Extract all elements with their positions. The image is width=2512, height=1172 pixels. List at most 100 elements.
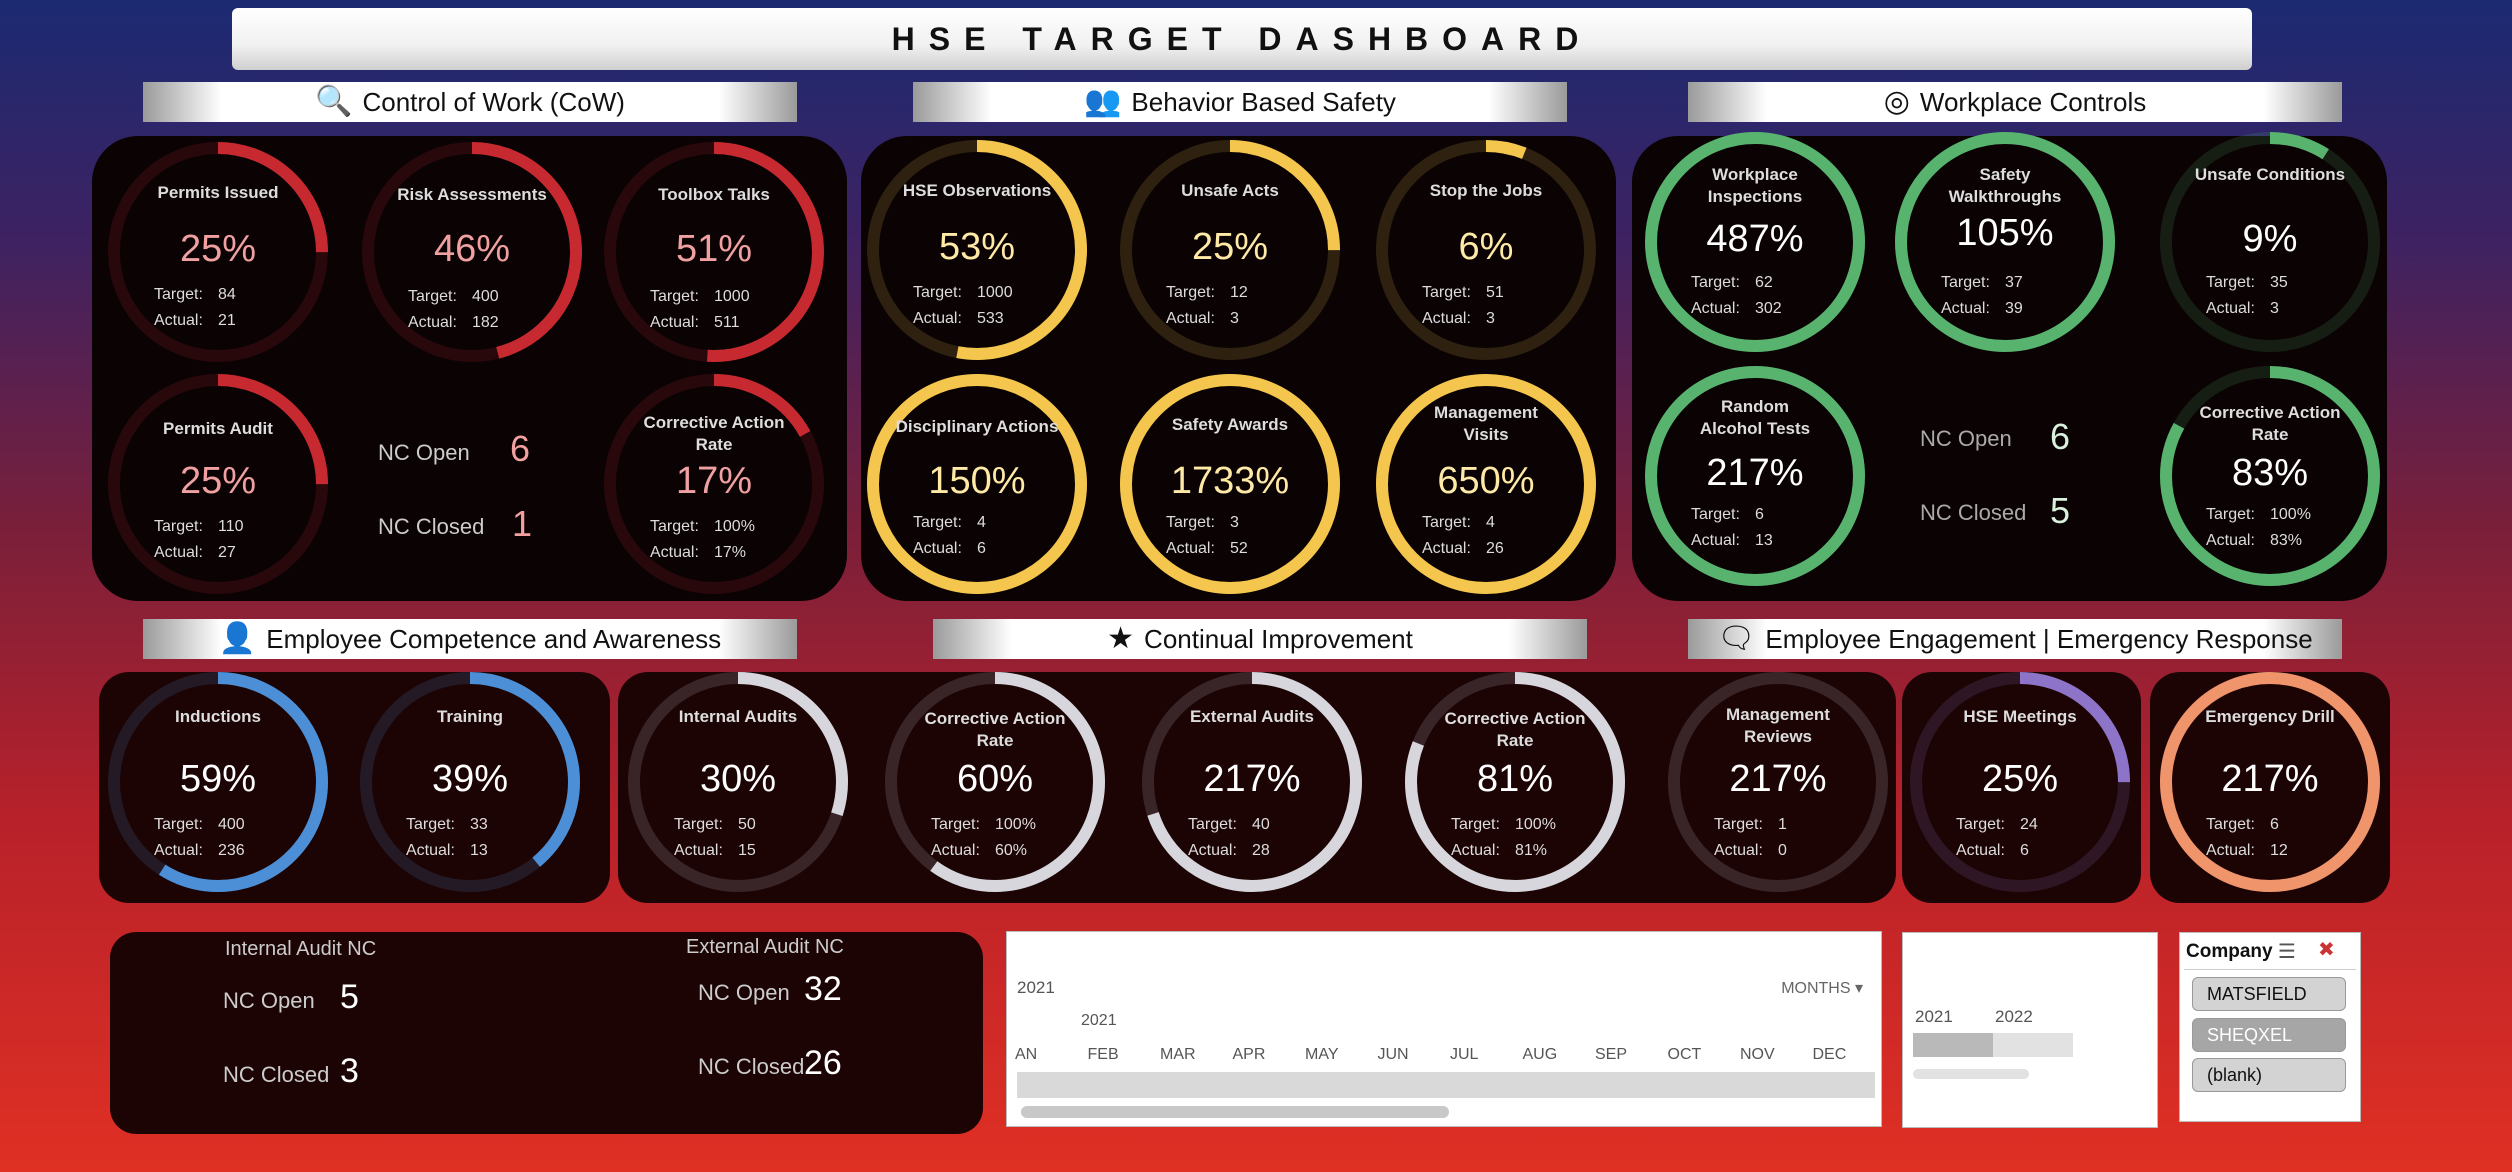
multi-select-icon[interactable]: ☰ xyxy=(2278,941,2296,963)
gauge-percent: 150% xyxy=(928,460,1026,502)
timeline-month-label[interactable]: MAR xyxy=(1160,1046,1196,1063)
year-scrollbar[interactable] xyxy=(1913,1069,2029,1079)
gauge-percent: 25% xyxy=(1981,758,2059,800)
target-label: Target: xyxy=(931,816,980,833)
target-label: Target: xyxy=(1422,514,1471,531)
external-nc-open-label: NC Open xyxy=(698,980,790,1005)
target-label: Target: xyxy=(1956,816,2005,833)
gauge-label: Safety Awards xyxy=(1171,415,1289,434)
actual-value: 28 xyxy=(1252,842,1270,859)
gauge-ci-corrective-action-rate-1: Corrective Action Rate 60% Target: 100% Ac… xyxy=(875,662,1115,902)
gauge-label: Toolbox Talks xyxy=(658,185,770,204)
company-item-matsfield[interactable]: MATSFIELD xyxy=(2192,977,2346,1011)
timeline-month-label[interactable]: NOV xyxy=(1740,1046,1775,1063)
gauge-label-line1: Corrective Action xyxy=(643,413,785,432)
target-label: Target: xyxy=(408,288,457,305)
timeline-month-label[interactable]: APR xyxy=(1232,1046,1266,1063)
gauge-actual-row: Actual: 3 xyxy=(1422,310,1495,328)
timeline-scrollbar[interactable] xyxy=(1021,1106,1449,1118)
timeline-month-label[interactable]: SEP xyxy=(1595,1046,1628,1063)
gauge-target-row: Target: 3 xyxy=(1166,514,1239,532)
actual-label: Actual: xyxy=(154,842,203,859)
gauge-workplace-inspections: Workplace Inspections 487% Target: 62 Actu… xyxy=(1635,122,1875,362)
target-label: Target: xyxy=(1941,274,1990,291)
timeline-period-dropdown[interactable]: MONTHS ▾ xyxy=(1781,978,1863,998)
gauge-label-line1: Workplace xyxy=(1712,165,1798,184)
timeline-month-label[interactable]: AUG xyxy=(1522,1046,1558,1063)
timeline-month-label[interactable]: FEB xyxy=(1087,1046,1119,1063)
target-label: Target: xyxy=(1691,506,1740,523)
actual-value: 27 xyxy=(218,544,236,561)
gauge-target-row: Target: 1000 xyxy=(650,288,750,306)
gauge-percent: 1733% xyxy=(1170,460,1290,502)
internal-nc-open-value: 5 xyxy=(340,978,359,1016)
section-title-control-of-work: 🔍 Control of Work (CoW) xyxy=(143,82,797,122)
gauge-arc xyxy=(108,672,328,892)
gauge-percent: 81% xyxy=(1476,758,1554,800)
year-slicer[interactable]: 2021 2022 xyxy=(1902,932,2158,1128)
gauge-percent: 46% xyxy=(433,228,511,270)
actual-value: 3 xyxy=(2270,300,2279,317)
gauge-arc xyxy=(362,142,582,362)
gauge-percent: 217% xyxy=(1729,758,1827,800)
clear-filter-icon[interactable]: ✖ xyxy=(2318,939,2335,961)
gauge-actual-row: Actual: 26 xyxy=(1422,540,1504,558)
target-value: 3 xyxy=(1230,514,1239,531)
target-value: 4 xyxy=(977,514,986,531)
company-item-sheqxel[interactable]: SHEQXEL xyxy=(2192,1018,2346,1052)
timeline-bar[interactable] xyxy=(1017,1072,1875,1098)
gauge-percent: 39% xyxy=(431,758,509,800)
target-label: Target: xyxy=(1188,816,1237,833)
gauge-target-row: Target: 24 xyxy=(1956,816,2038,834)
company-item-blank[interactable]: (blank) xyxy=(2192,1058,2346,1092)
timeline-month-label[interactable]: OCT xyxy=(1667,1046,1702,1063)
timeline-month-label[interactable]: JUL xyxy=(1450,1046,1479,1063)
actual-value: 3 xyxy=(1486,310,1495,327)
gauge-label: Permits Audit xyxy=(163,419,273,438)
gauge-percent: 83% xyxy=(2231,452,2309,494)
gauge-cow-corrective-action-rate: Corrective Action Rate 17% Target: 100% Ac… xyxy=(594,364,834,604)
actual-value: 52 xyxy=(1230,540,1248,557)
target-label: Target: xyxy=(1166,514,1215,531)
target-label: Target: xyxy=(913,514,962,531)
gauge-unsafe-acts: Unsafe Acts 25% Target: 12 Actual: 3 xyxy=(1110,130,1350,370)
gauge-percent: 25% xyxy=(179,460,257,502)
gauge-label: Internal Audits xyxy=(678,707,798,726)
gauge-label-line1: Corrective Action xyxy=(924,709,1066,728)
section-label: Control of Work (CoW) xyxy=(362,86,625,117)
gauge-percent: 217% xyxy=(1706,452,1804,494)
gauge-label-line2: Inspections xyxy=(1707,187,1803,206)
gauge-actual-row: Actual: 182 xyxy=(408,314,499,332)
actual-label: Actual: xyxy=(1956,842,2005,859)
gauge-actual-row: Actual: 81% xyxy=(1451,842,1547,860)
panel-employee-competence xyxy=(99,672,610,903)
gauge-inductions: Inductions 59% Target: 400 Actual: 236 xyxy=(98,662,338,902)
target-label: Target: xyxy=(1422,284,1471,301)
gauge-label-line2: Rate xyxy=(976,731,1014,750)
target-value: 50 xyxy=(738,816,756,833)
timeline-slicer[interactable]: 2021 2021 MONTHS ▾ AN FEB MAR APR MAY JUN JUL A… xyxy=(1006,931,1882,1127)
target-value: 33 xyxy=(470,816,488,833)
wc-nc-closed-value: 5 xyxy=(2050,490,2071,531)
actual-label: Actual: xyxy=(2206,842,2255,859)
gauge-percent: 60% xyxy=(956,758,1034,800)
gauge-actual-row: Actual: 83% xyxy=(2206,532,2302,550)
target-label: Target: xyxy=(650,288,699,305)
timeline-month-label[interactable]: DEC xyxy=(1812,1046,1847,1063)
year-bar-selected[interactable] xyxy=(1913,1033,1993,1057)
gauge-arc xyxy=(1376,140,1596,360)
panel-control-of-work xyxy=(92,136,847,601)
gauge-unsafe-conditions: Unsafe Conditions 9% Target: 35 Actual: 3 xyxy=(2150,122,2390,362)
timeline-month-label[interactable]: JUN xyxy=(1377,1046,1409,1063)
actual-value: 6 xyxy=(2020,842,2029,859)
timeline-month-label[interactable]: MAY xyxy=(1305,1046,1339,1063)
gauge-label: Emergency Drill xyxy=(2205,707,2335,726)
chevron-down-icon: ▾ xyxy=(1854,980,1863,997)
gauge-label-line1: Corrective Action xyxy=(1444,709,1586,728)
target-label: Target: xyxy=(154,816,203,833)
section-label: Workplace Controls xyxy=(1919,86,2147,117)
target-value: 62 xyxy=(1755,274,1773,291)
gauge-label-line1: Management xyxy=(1434,403,1538,422)
timeline-month-label[interactable]: AN xyxy=(1015,1046,1038,1063)
gauge-actual-row: Actual: 511 xyxy=(650,314,740,332)
